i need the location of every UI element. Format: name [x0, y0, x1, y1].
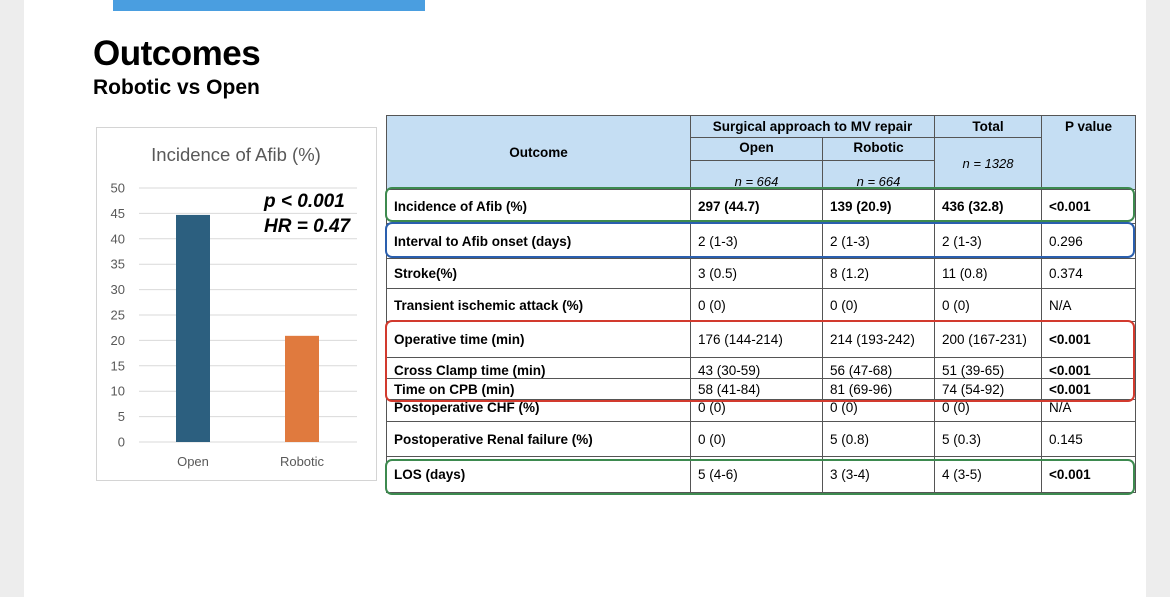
- chart-axis-labels: 0 5 10 15 20 25 30 35 40 45 50 Open Robotic: [111, 181, 325, 470]
- table-row: LOS (days) 5 (4-6) 3 (3-4) 4 (3-5) <0.00…: [386, 456, 1137, 493]
- chart-bars: [176, 214, 319, 442]
- row-total: 74 (54-92): [934, 378, 1043, 400]
- row-outcome: LOS (days): [386, 456, 691, 493]
- row-p-value: 0.374: [1041, 258, 1137, 289]
- y-tick-label: 15: [111, 358, 125, 373]
- bar-open: [176, 214, 210, 442]
- y-tick-label: 40: [111, 231, 125, 246]
- y-tick-label: 10: [111, 384, 125, 399]
- row-outcome: Postoperative Renal failure (%): [386, 421, 691, 457]
- row-p-value: <0.001: [1041, 321, 1137, 358]
- row-total: 0 (0): [934, 288, 1043, 322]
- table-row: Postoperative CHF (%) 0 (0) 0 (0) 0 (0) …: [386, 399, 1137, 422]
- row-robotic: 0 (0): [821, 399, 936, 422]
- row-open: 58 (41-84): [690, 378, 823, 400]
- header-n-total: n = 1328: [934, 137, 1043, 190]
- row-robotic: 3 (3-4): [821, 456, 936, 493]
- row-total: 2 (1-3): [934, 223, 1043, 259]
- row-open: 43 (30-59): [690, 357, 823, 379]
- table-row: Interval to Afib onset (days) 2 (1-3) 2 …: [386, 223, 1137, 259]
- row-outcome: Postoperative CHF (%): [386, 399, 691, 422]
- row-p-value: N/A: [1041, 288, 1137, 322]
- chart-canvas: Incidence of Afib (%) 0 5 10 15 20 25 30 35 40 45…: [111, 144, 357, 470]
- table-row: Operative time (min) 176 (144-214) 214 (…: [386, 321, 1137, 358]
- table-row: Incidence of Afib (%) 297 (44.7) 139 (20…: [386, 189, 1137, 224]
- y-tick-label: 30: [111, 282, 125, 297]
- row-outcome: Incidence of Afib (%): [386, 189, 691, 224]
- row-p-value: <0.001: [1041, 357, 1137, 379]
- table-row: Transient ischemic attack (%) 0 (0) 0 (0…: [386, 288, 1137, 322]
- afib-bar-chart: Incidence of Afib (%) 0 5 10 15 20 25 30 35 40 45…: [96, 127, 377, 481]
- row-robotic: 8 (1.2): [821, 258, 936, 289]
- header-n-open: n = 664: [690, 160, 823, 190]
- row-robotic: 0 (0): [821, 288, 936, 322]
- row-p-value: <0.001: [1041, 189, 1137, 224]
- header-p-value: P value: [1041, 115, 1137, 190]
- row-outcome: Interval to Afib onset (days): [386, 223, 691, 259]
- header-open: Open: [690, 137, 823, 161]
- y-tick-label: 35: [111, 257, 125, 272]
- row-open: 5 (4-6): [690, 456, 823, 493]
- row-open: 0 (0): [690, 399, 823, 422]
- row-total: 5 (0.3): [934, 421, 1043, 457]
- header-surgical-approach: Surgical approach to MV repair: [689, 115, 936, 138]
- y-tick-label: 5: [118, 409, 125, 424]
- row-robotic: 214 (193-242): [821, 321, 936, 358]
- header-outcome: Outcome: [386, 115, 691, 190]
- header-robotic: Robotic: [821, 137, 936, 161]
- row-robotic: 81 (69-96): [821, 378, 936, 400]
- accent-bar: [113, 0, 425, 11]
- row-p-value: 0.296: [1041, 223, 1137, 259]
- x-tick-label: Robotic: [280, 454, 325, 469]
- row-p-value: N/A: [1041, 399, 1137, 422]
- row-total: 51 (39-65): [934, 357, 1043, 379]
- row-total: 4 (3-5): [934, 456, 1043, 493]
- chart-gridlines: [139, 187, 357, 443]
- x-tick-label: Open: [177, 454, 209, 469]
- table-row: Cross Clamp time (min) 43 (30-59) 56 (47…: [386, 357, 1137, 379]
- page-title: Outcomes: [93, 34, 261, 73]
- row-total: 0 (0): [934, 399, 1043, 422]
- row-outcome: Time on CPB (min): [386, 378, 691, 400]
- outcomes-table: Outcome Surgical approach to MV repair T…: [386, 115, 1137, 493]
- row-outcome: Transient ischemic attack (%): [386, 288, 691, 322]
- header-n-robotic: n = 664: [821, 160, 936, 190]
- table-row: Time on CPB (min) 58 (41-84) 81 (69-96) …: [386, 378, 1137, 400]
- row-open: 176 (144-214): [690, 321, 823, 358]
- row-robotic: 5 (0.8): [821, 421, 936, 457]
- row-total: 200 (167-231): [934, 321, 1043, 358]
- row-p-value: <0.001: [1041, 378, 1137, 400]
- bar-robotic: [285, 335, 319, 442]
- table-row: Postoperative Renal failure (%) 0 (0) 5 …: [386, 421, 1137, 457]
- y-tick-label: 0: [118, 435, 125, 450]
- row-total: 11 (0.8): [934, 258, 1043, 289]
- chart-title: Incidence of Afib (%): [151, 144, 321, 165]
- page-subtitle: Robotic vs Open: [93, 76, 260, 99]
- hazard-ratio-annotation: HR = 0.47: [264, 216, 351, 237]
- row-outcome: Stroke(%): [386, 258, 691, 289]
- row-robotic: 56 (47-68): [821, 357, 936, 379]
- row-open: 2 (1-3): [690, 223, 823, 259]
- y-tick-label: 50: [111, 181, 125, 196]
- y-tick-label: 25: [111, 308, 125, 323]
- row-total: 436 (32.8): [934, 189, 1043, 224]
- row-outcome: Cross Clamp time (min): [386, 357, 691, 379]
- y-tick-label: 45: [111, 206, 125, 221]
- y-tick-label: 20: [111, 333, 125, 348]
- row-outcome: Operative time (min): [386, 321, 691, 358]
- table-row: Stroke(%) 3 (0.5) 8 (1.2) 11 (0.8) 0.374: [386, 258, 1137, 289]
- row-open: 3 (0.5): [690, 258, 823, 289]
- row-p-value: 0.145: [1041, 421, 1137, 457]
- table-header: Outcome Surgical approach to MV repair T…: [386, 115, 1137, 190]
- p-value-annotation: p < 0.001: [264, 191, 345, 212]
- row-p-value: <0.001: [1041, 456, 1137, 493]
- row-robotic: 2 (1-3): [821, 223, 936, 259]
- header-total: Total: [934, 115, 1043, 138]
- row-open: 0 (0): [690, 421, 823, 457]
- row-open: 0 (0): [690, 288, 823, 322]
- row-open: 297 (44.7): [690, 189, 823, 224]
- row-robotic: 139 (20.9): [821, 189, 936, 224]
